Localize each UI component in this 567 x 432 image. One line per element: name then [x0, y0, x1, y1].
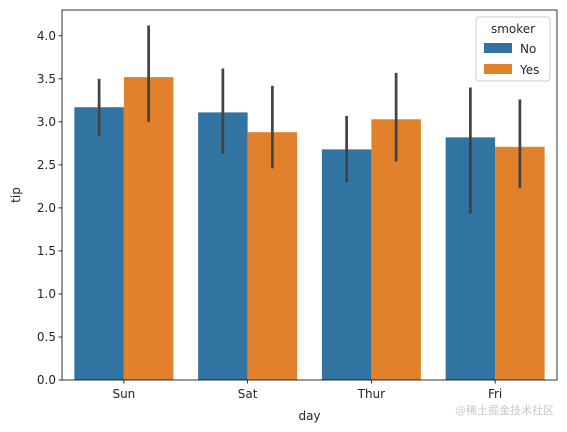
x-tick-label: Sat [238, 387, 258, 401]
bar-yes-sat [247, 132, 298, 380]
bar-yes-sun [123, 77, 174, 381]
x-tick-label: Fri [488, 387, 502, 401]
y-tick-label: 4.0 [37, 29, 56, 43]
x-axis: Sun Sat Thur Fri [112, 380, 502, 401]
y-tick-label: 2.0 [37, 201, 56, 215]
y-tick-label: 3.5 [37, 72, 56, 86]
y-tick-label: 1.0 [37, 287, 56, 301]
bar-no-sat [198, 112, 248, 380]
legend: smoker No Yes [475, 16, 551, 82]
legend-swatch-yes [484, 64, 512, 74]
legend-title: smoker [491, 22, 535, 36]
x-tick-label: Sun [112, 387, 135, 401]
legend-swatch-no [484, 43, 512, 53]
watermark: @稀土掘金技术社区 [455, 403, 554, 417]
y-tick-label: 0.5 [37, 330, 56, 344]
y-tick-label: 0.0 [37, 373, 56, 387]
y-tick-label: 1.5 [37, 244, 56, 258]
y-axis: 0.0 0.5 1.0 1.5 2.0 2.5 3.0 3.5 4.0 [37, 29, 62, 387]
x-axis-label: day [298, 409, 320, 423]
x-tick-label: Thur [357, 387, 386, 401]
y-tick-label: 2.5 [37, 158, 56, 172]
y-axis-label: tip [9, 187, 23, 203]
error-bars-layer [97, 25, 522, 214]
bar-yes-thur [371, 119, 421, 381]
y-tick-label: 3.0 [37, 115, 56, 129]
bars-layer [74, 77, 545, 381]
legend-label-no: No [520, 42, 536, 56]
bar-no-sun [74, 107, 124, 381]
bar-no-thur [321, 149, 372, 380]
legend-label-yes: Yes [519, 63, 539, 77]
legend-items: No Yes [484, 42, 539, 77]
plot-frame [61, 9, 558, 381]
